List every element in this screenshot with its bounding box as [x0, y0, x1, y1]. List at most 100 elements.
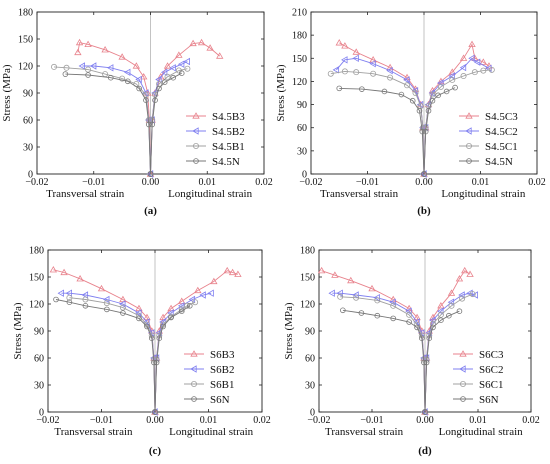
data-point [223, 266, 231, 274]
y-axis-label: Stress (MPa) [1, 64, 13, 121]
data-point [429, 91, 436, 98]
data-point [143, 318, 150, 326]
legend-item: S4.5B1 [186, 141, 245, 153]
data-point [368, 284, 376, 292]
legend-swatch-marker [193, 158, 199, 164]
data-point [161, 79, 168, 85]
data-point [437, 301, 445, 309]
data-point [169, 64, 176, 72]
data-point [183, 57, 190, 66]
x-tick-label: 0.02 [522, 415, 540, 426]
y-tick-label: 120 [300, 300, 315, 311]
data-point [51, 63, 58, 70]
data-point [389, 298, 396, 306]
data-point [153, 359, 160, 366]
series-line-transverse [339, 87, 425, 175]
data-point [178, 297, 186, 304]
data-point [327, 70, 334, 77]
data-point [82, 296, 89, 303]
data-point [57, 289, 64, 297]
series-line-longitudinal [150, 61, 188, 175]
data-point [422, 128, 429, 135]
legend-swatch-marker [465, 142, 472, 149]
data-point [66, 299, 73, 306]
data-point [449, 76, 456, 83]
data-point [468, 54, 475, 62]
data-point [359, 86, 365, 92]
data-point [119, 75, 126, 82]
y-tick-label: 0 [302, 170, 307, 181]
data-point [370, 70, 377, 77]
x-tick-label: 0.02 [255, 177, 273, 188]
x-tick-label: 0.00 [415, 177, 433, 188]
legend-label: S6C2 [479, 364, 503, 376]
x-tick-label: 0.02 [253, 415, 271, 426]
data-point [66, 294, 73, 301]
y-tick-label: 60 [23, 116, 33, 127]
data-point [317, 266, 326, 274]
data-point [414, 324, 420, 331]
data-point [452, 84, 458, 91]
data-point [358, 310, 365, 316]
series-line-transverse [53, 66, 151, 175]
data-point [347, 276, 355, 284]
data-point [387, 74, 394, 81]
data-point [149, 121, 156, 128]
legend-label: S4.5C2 [485, 126, 518, 138]
data-point [175, 51, 183, 58]
legend-label: S6C3 [479, 349, 504, 361]
series-line-longitudinal [154, 305, 191, 413]
legend-label: S6C1 [479, 379, 503, 391]
legend-label: S4.5B2 [212, 126, 245, 138]
y-tick-label: 90 [305, 327, 315, 338]
legend-item: S6N [453, 394, 499, 406]
legend-swatch-marker [192, 142, 199, 149]
data-point [106, 64, 114, 72]
data-point [340, 307, 346, 314]
x-tick-label: 0.02 [528, 177, 546, 188]
data-point [156, 85, 162, 92]
chart-panel-2: 0 30 60 90 120 150 180 210 −0.02 −0.01 0.00 0.01 0.0… [275, 8, 546, 218]
x-axis-label-transversal: Transversal strain [325, 426, 404, 438]
y-tick-label: 30 [23, 143, 33, 154]
x-tick-label: 0.01 [199, 177, 217, 188]
data-point [189, 39, 197, 47]
data-point [135, 75, 142, 84]
x-axis-label-longitudinal: Longitudinal strain [168, 188, 253, 200]
legend-label: S4.5B3 [212, 111, 245, 123]
series-S4.5B1 [51, 63, 191, 177]
data-point [430, 324, 436, 331]
data-point [429, 316, 436, 324]
data-point [156, 81, 163, 88]
series-line-longitudinal [423, 87, 456, 175]
series-S4.5C3 [335, 39, 493, 177]
data-point [119, 295, 127, 303]
legend-label: S4.5N [485, 156, 513, 168]
series-line-transverse [340, 296, 426, 413]
series-line-longitudinal [154, 292, 212, 413]
data-point [381, 88, 388, 95]
data-point [443, 88, 450, 95]
data-point [63, 64, 70, 71]
x-tick-label: −0.02 [307, 415, 330, 426]
y-tick-label: 30 [297, 146, 307, 157]
y-tick-label: 180 [29, 246, 44, 257]
data-point [194, 286, 202, 294]
x-tick-label: 0.01 [469, 415, 487, 426]
data-point [84, 40, 92, 47]
legend-swatch-marker [190, 380, 197, 387]
data-point [426, 335, 433, 342]
data-point [177, 302, 185, 310]
data-point [85, 72, 91, 78]
data-point [125, 78, 131, 85]
data-point [101, 45, 109, 53]
y-tick-label: 60 [34, 354, 44, 365]
data-point [76, 274, 84, 282]
legend-item: S4.5B3 [186, 111, 245, 123]
data-point [412, 90, 419, 97]
data-point [437, 83, 444, 90]
data-point [455, 274, 464, 282]
series-S6B2 [57, 289, 214, 416]
data-point [459, 63, 467, 72]
data-point [419, 128, 426, 135]
